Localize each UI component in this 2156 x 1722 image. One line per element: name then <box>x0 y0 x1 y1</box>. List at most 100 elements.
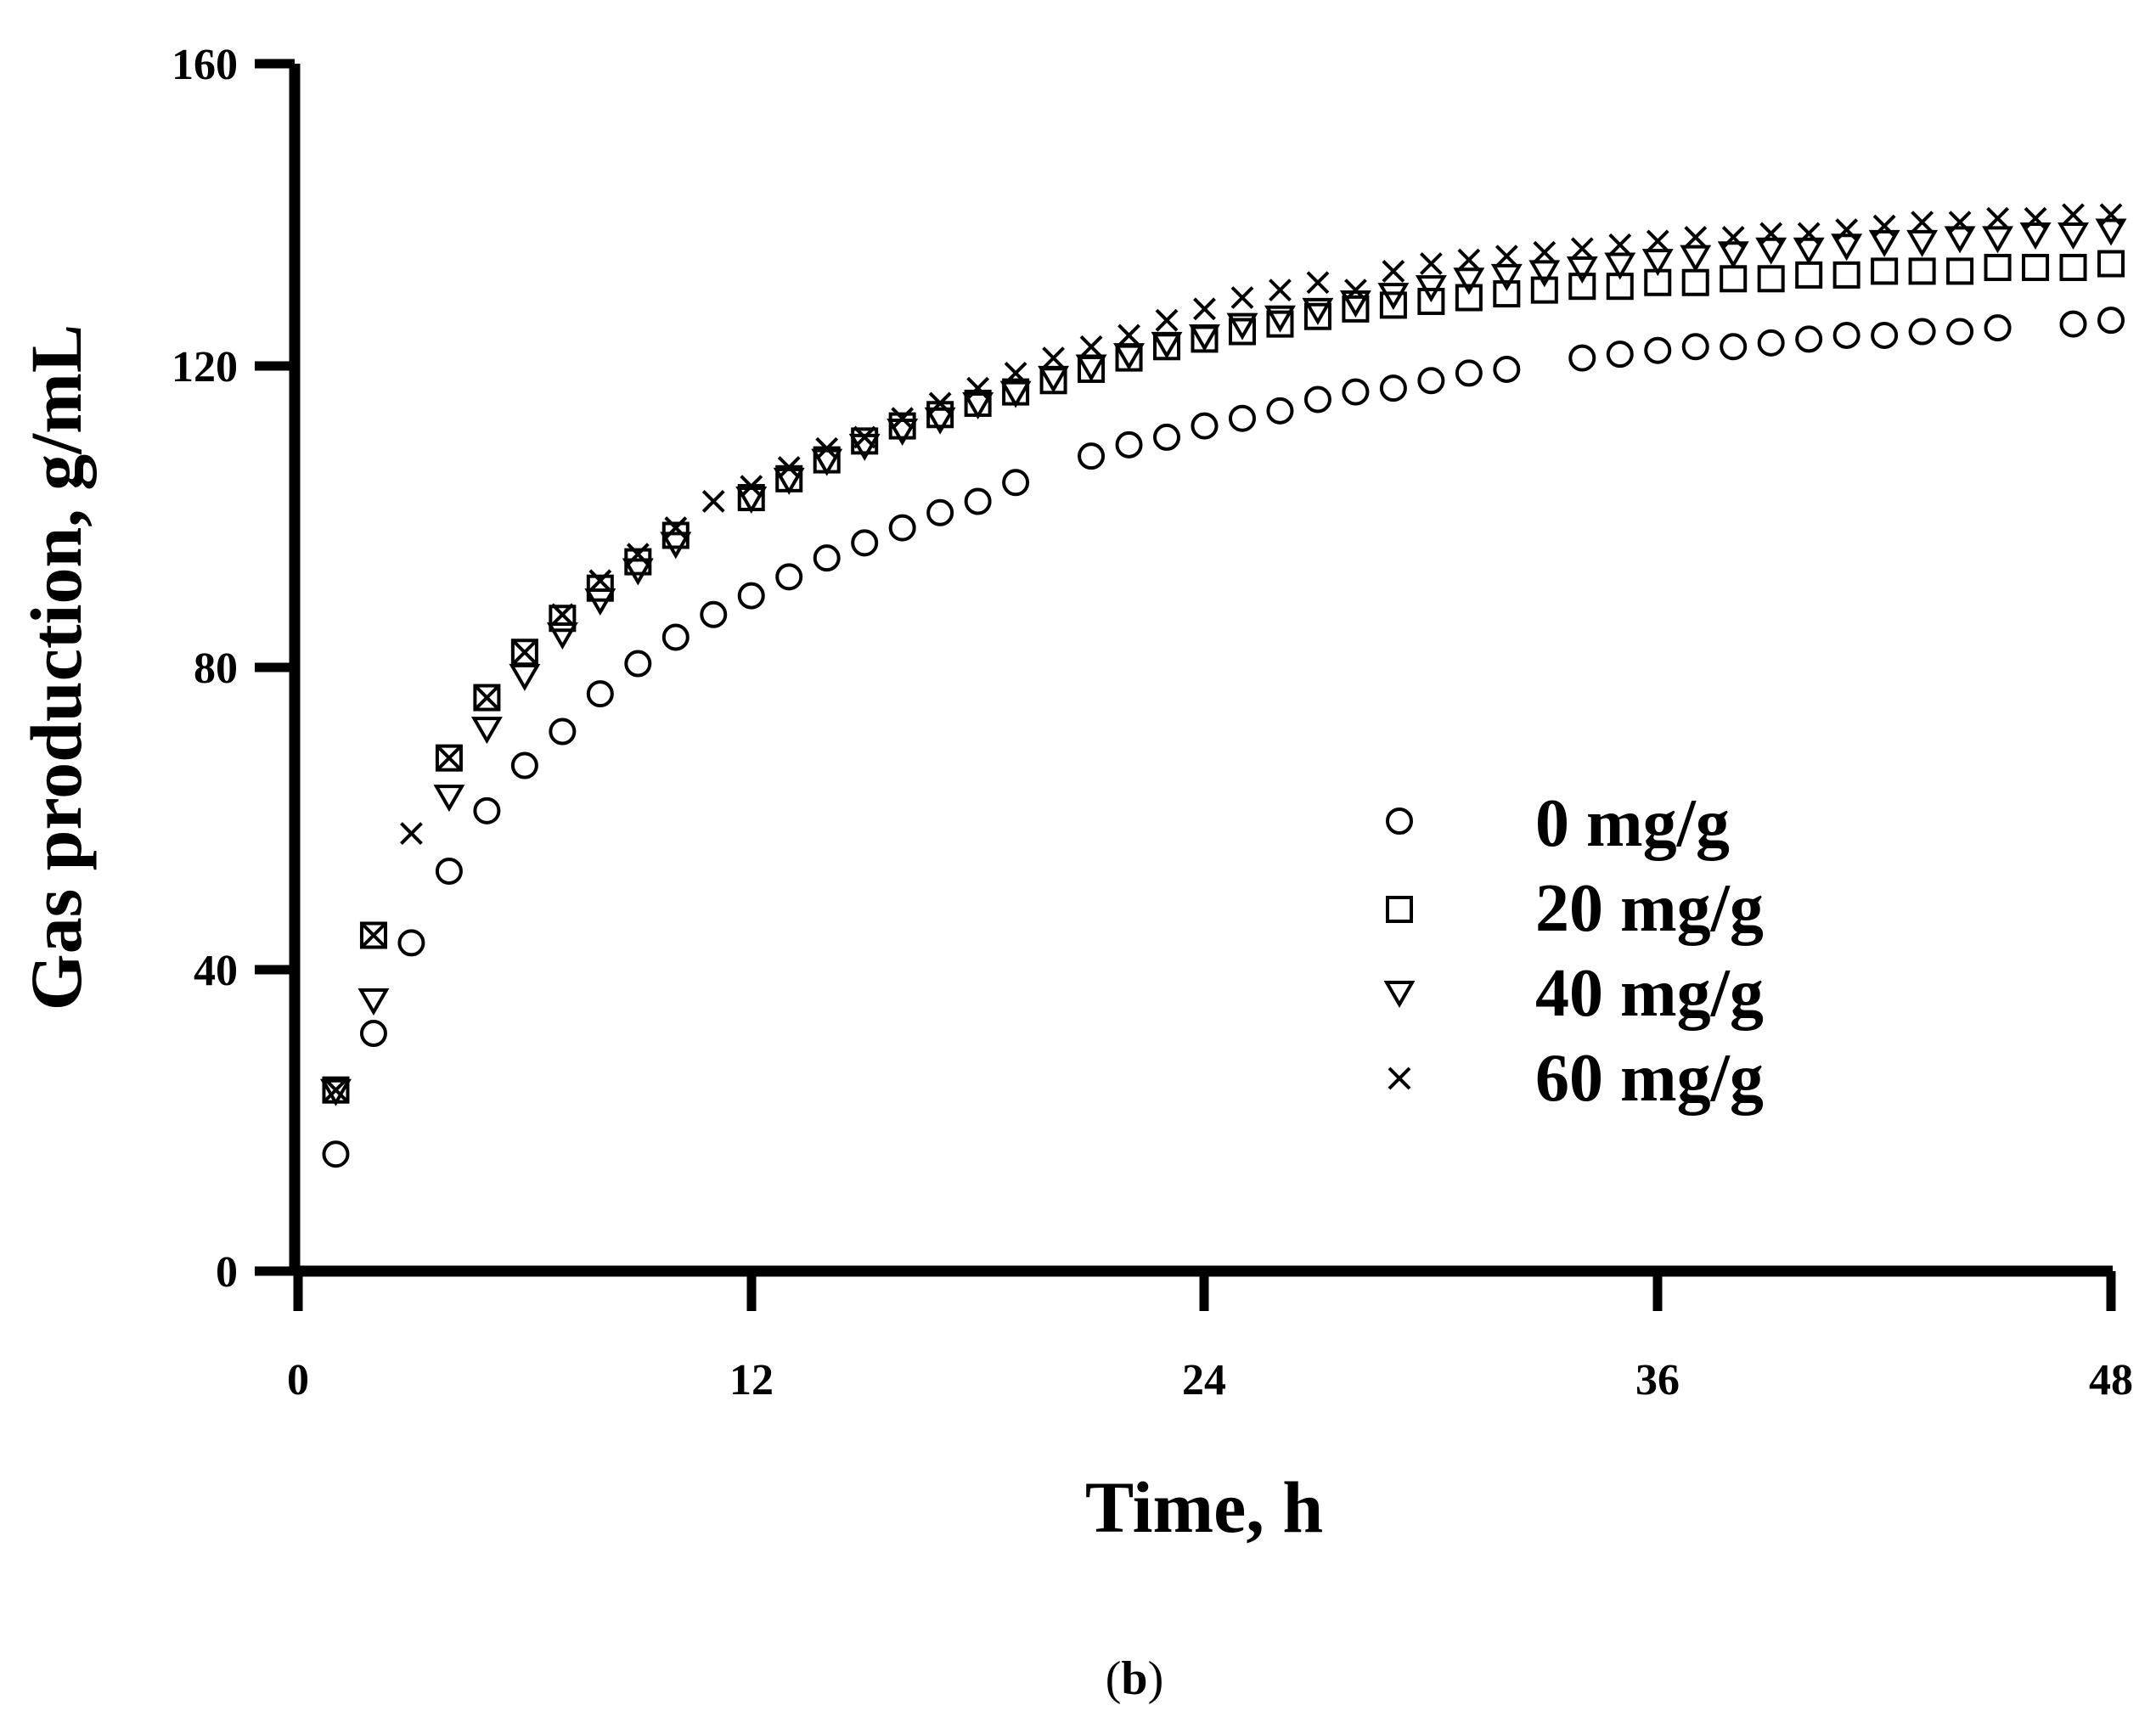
data-point <box>737 582 765 610</box>
y-tick-label-40: 40 <box>194 947 238 995</box>
data-point <box>1266 310 1294 338</box>
panel-label-letter: b <box>1121 1652 1147 1705</box>
x-axis-title: Time, h <box>1085 1466 1323 1548</box>
data-point <box>999 380 1032 408</box>
data-point <box>2059 253 2087 281</box>
data-point <box>1871 321 1899 349</box>
data-point <box>470 717 503 745</box>
data-point <box>1797 222 1821 245</box>
data-point <box>435 857 463 885</box>
legend-label-1: 20 mg/g <box>1535 871 1764 946</box>
data-point <box>1266 397 1294 425</box>
data-point <box>962 391 994 419</box>
data-point <box>2057 222 2089 250</box>
data-point <box>1528 260 1561 288</box>
data-point <box>1568 344 1596 372</box>
data-point <box>1948 211 1972 234</box>
data-point <box>1795 325 1823 353</box>
data-point <box>1568 273 1596 301</box>
data-point <box>1911 211 1934 234</box>
panel-label-open: ( <box>1106 1652 1122 1705</box>
data-point <box>435 744 463 772</box>
data-point <box>1646 229 1669 253</box>
y-tick-label-120: 120 <box>172 343 238 391</box>
data-point <box>1455 359 1483 387</box>
series-2 <box>320 218 2127 1106</box>
data-point <box>2095 218 2127 246</box>
x-tick-label-48: 48 <box>2089 1356 2133 1404</box>
legend: 0 mg/g 20 mg/g 40 mg/g 60 mg/g <box>1383 786 1764 1116</box>
data-point <box>1377 283 1410 311</box>
data-point <box>362 924 386 947</box>
data-point <box>888 412 916 440</box>
data-point <box>2059 310 2087 338</box>
x-tick-label-12: 12 <box>729 1356 774 1404</box>
data-point <box>513 640 537 664</box>
data-point <box>1906 229 1939 257</box>
data-point <box>1641 249 1674 277</box>
data-point <box>1342 295 1370 323</box>
data-point <box>549 718 577 746</box>
data-point <box>1795 261 1823 289</box>
legend-marker-square <box>1386 896 1413 923</box>
data-point <box>853 425 876 449</box>
legend-label-0: 0 mg/g <box>1535 786 1730 861</box>
data-point <box>1075 354 1107 382</box>
data-point <box>1153 423 1181 451</box>
legend-marker-circle <box>1386 808 1413 835</box>
data-point <box>1681 268 1709 296</box>
panel-label: (b) <box>1106 1652 1163 1705</box>
data-point <box>1264 305 1296 333</box>
data-point <box>1002 469 1030 497</box>
data-point <box>1986 206 2009 230</box>
data-point <box>1984 253 2012 281</box>
data-point <box>811 448 843 476</box>
data-point <box>2097 307 2125 335</box>
legend-marker-triangle <box>1383 981 1416 1009</box>
data-point <box>1493 355 1521 383</box>
data-point <box>1415 275 1447 303</box>
data-point <box>1419 252 1443 275</box>
data-point <box>2022 253 2050 281</box>
data-point <box>1493 280 1521 308</box>
panel-label-close: ) <box>1148 1652 1164 1705</box>
data-point <box>1680 245 1712 273</box>
data-point <box>851 427 879 455</box>
y-tick-label-0: 0 <box>216 1248 238 1297</box>
data-point <box>1230 286 1254 309</box>
data-point <box>1832 321 1860 349</box>
data-point <box>509 663 541 691</box>
legend-item-0: 0 mg/g <box>1386 786 1730 861</box>
data-point <box>1982 226 2014 254</box>
data-point <box>357 988 390 1016</box>
data-point <box>815 436 839 460</box>
data-point <box>964 487 992 515</box>
data-point <box>888 514 916 542</box>
data-point <box>1038 365 1070 393</box>
data-point <box>546 622 578 650</box>
data-point <box>549 605 577 633</box>
data-point <box>1944 226 1976 254</box>
data-point <box>924 407 956 435</box>
data-point <box>2097 250 2125 278</box>
data-point <box>1871 257 1899 285</box>
data-point <box>1908 318 1936 346</box>
data-point <box>510 751 538 779</box>
data-point <box>1228 404 1256 432</box>
data-point <box>1269 279 1292 302</box>
data-point <box>1868 229 1900 257</box>
data-point <box>550 603 574 627</box>
data-point <box>851 529 879 557</box>
data-point <box>1342 378 1370 406</box>
data-point <box>1793 237 1825 265</box>
data-point <box>775 563 803 591</box>
data-points <box>320 203 2127 1168</box>
data-point <box>1344 279 1367 302</box>
data-point <box>1644 336 1672 364</box>
data-point <box>1302 297 1334 325</box>
data-point <box>1226 312 1258 340</box>
data-point <box>1533 240 1556 264</box>
data-point <box>324 1078 347 1102</box>
data-point <box>359 921 387 949</box>
